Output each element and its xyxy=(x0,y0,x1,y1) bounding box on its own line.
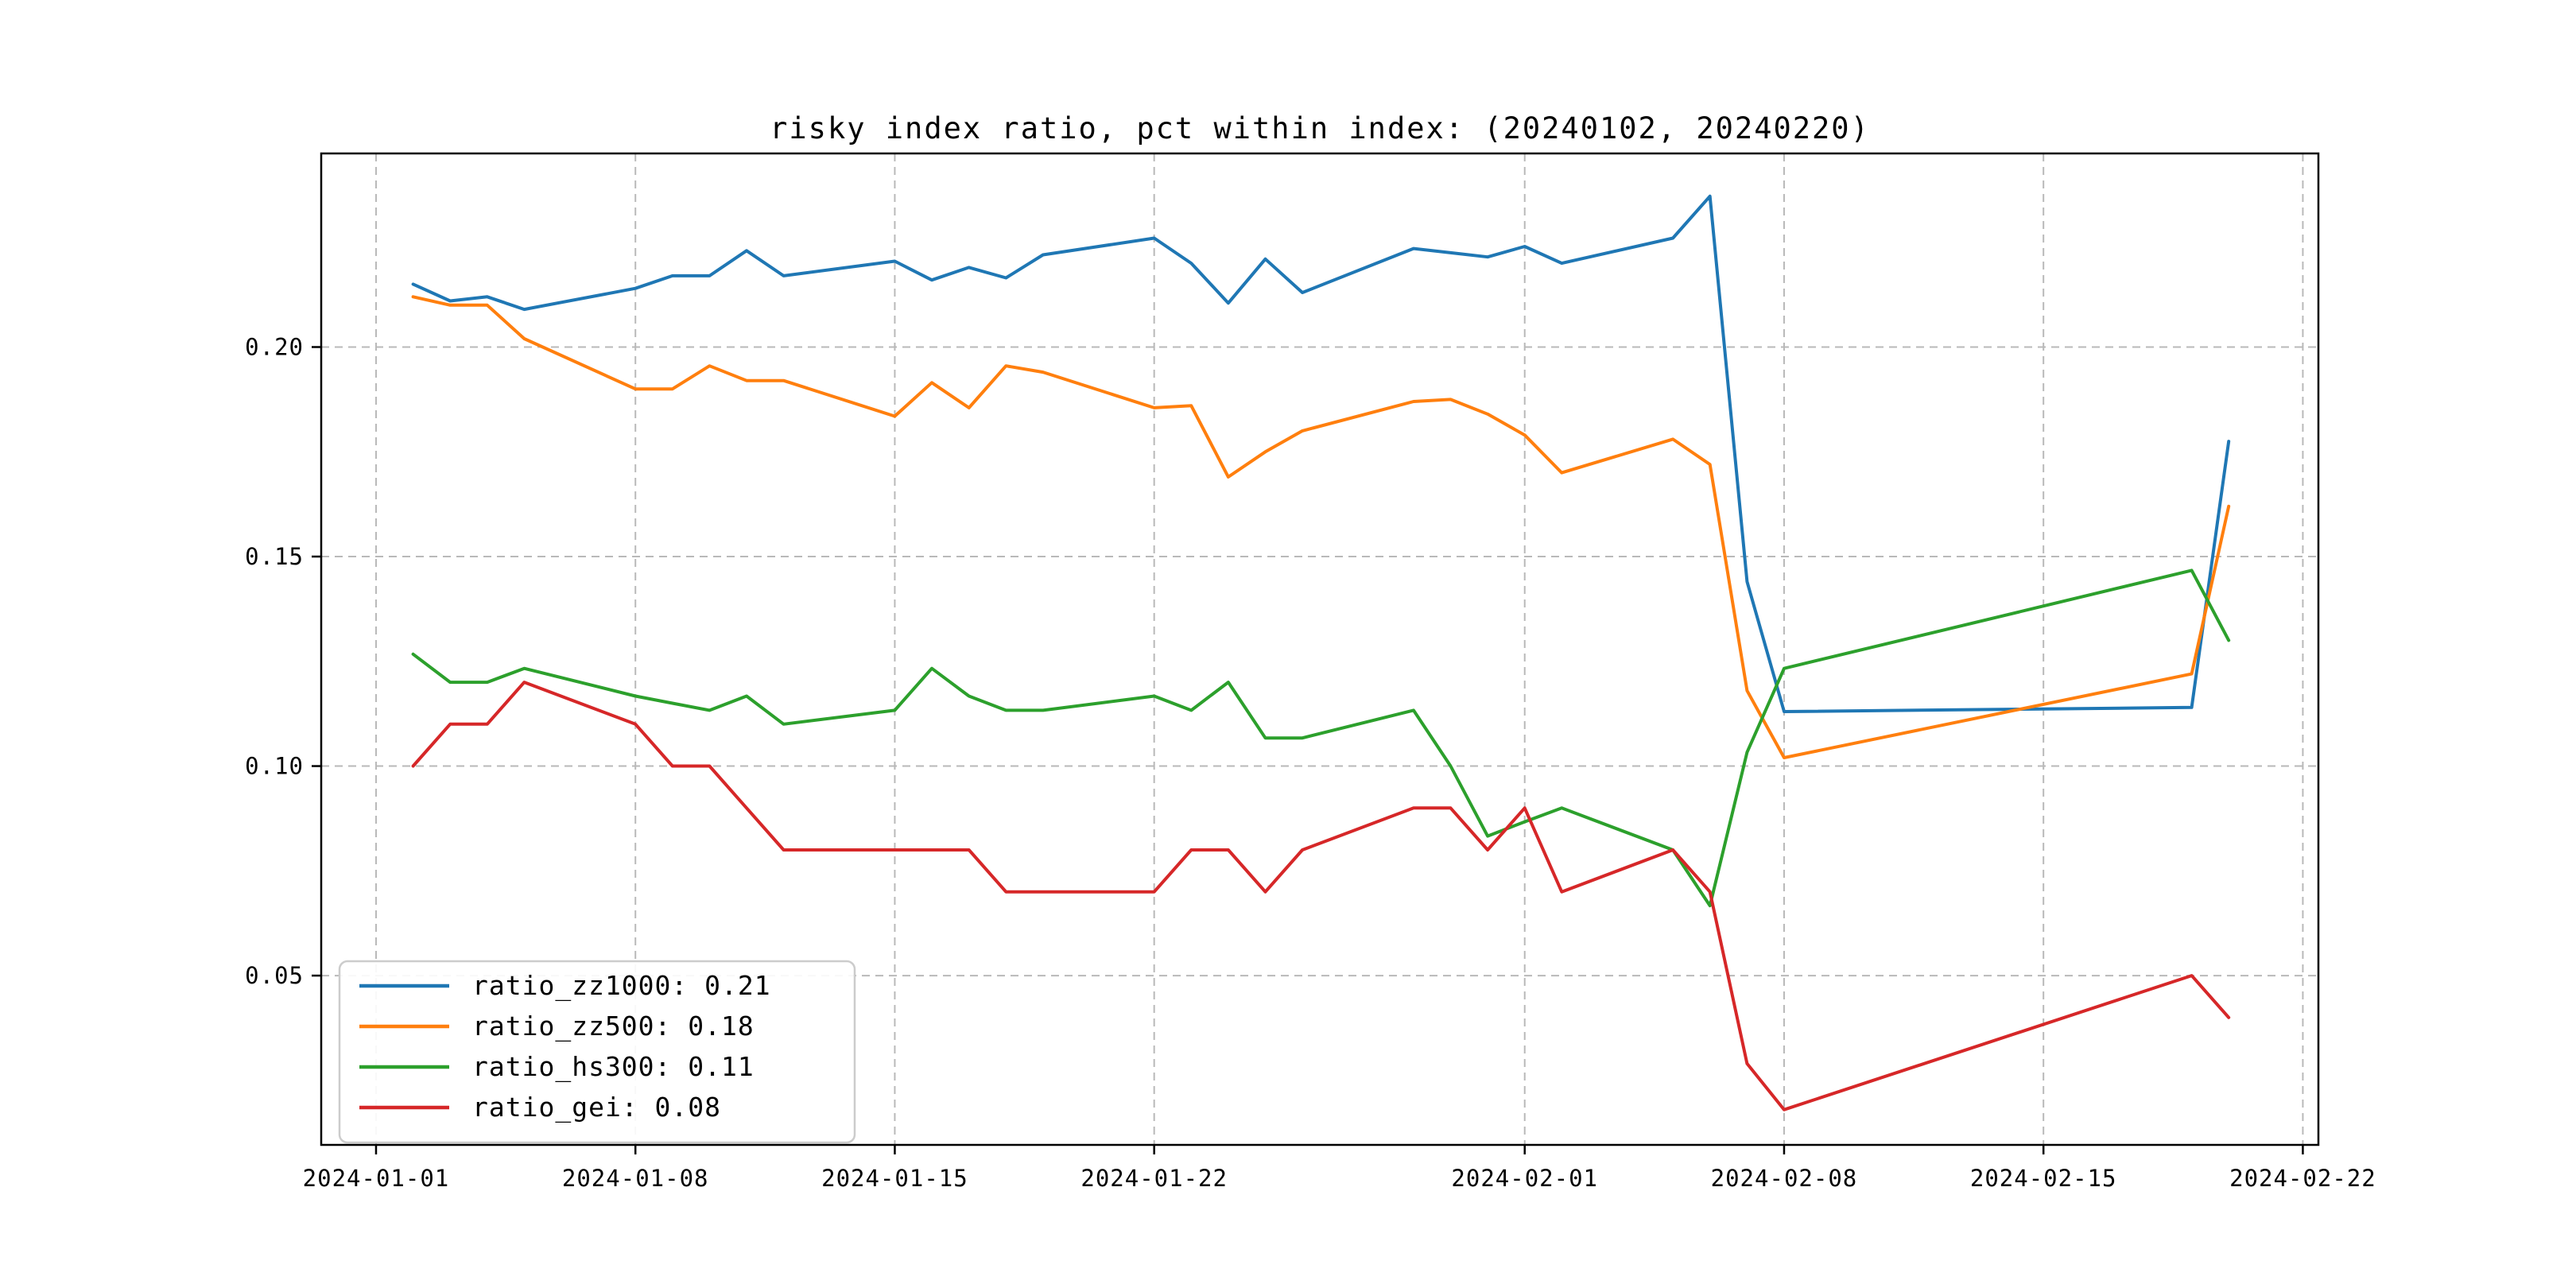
y-tick-label: 0.05 xyxy=(245,962,304,989)
legend-entry-label: ratio_hs300: 0.11 xyxy=(472,1051,755,1083)
legend-entry-label: ratio_gei: 0.08 xyxy=(472,1092,721,1123)
legend-entry-ratio_zz500: ratio_zz500: 0.18 xyxy=(359,1011,755,1042)
legend: ratio_zz1000: 0.21 ratio_zz500: 0.18 ratio… xyxy=(338,960,856,1144)
series-line-ratio_hs300 xyxy=(411,568,2231,908)
plot-area xyxy=(320,152,2320,1146)
series-line-ratio_gei xyxy=(411,681,2231,1111)
x-tick-label: 2024-02-15 xyxy=(1970,1165,2117,1192)
tick-layer: 2024-01-01 2024-01-08 2024-01-15 2024-01-22… xyxy=(245,333,2376,1192)
legend-entry-label: ratio_zz500: 0.18 xyxy=(472,1011,755,1042)
chart-title: risky index ratio, pct within index: (20… xyxy=(770,111,1870,145)
y-tick-label: 0.10 xyxy=(245,753,304,780)
x-tick-label: 2024-01-22 xyxy=(1080,1165,1228,1192)
y-tick-label: 0.20 xyxy=(245,333,304,360)
x-tick-label: 2024-02-22 xyxy=(2229,1165,2376,1192)
x-tick-label: 2024-01-08 xyxy=(562,1165,709,1192)
series-line-ratio_zz1000 xyxy=(411,194,2231,713)
x-tick-label: 2024-02-08 xyxy=(1711,1165,1858,1192)
legend-entry-label: ratio_zz1000: 0.21 xyxy=(472,970,771,1002)
y-tick-label: 0.15 xyxy=(245,543,304,570)
series-layer xyxy=(411,194,2231,1111)
legend-box xyxy=(338,960,856,1144)
legend-entry-ratio_zz1000: ratio_zz1000: 0.21 xyxy=(359,970,771,1002)
x-tick-label: 2024-02-01 xyxy=(1451,1165,1598,1192)
legend-entry-ratio_gei: ratio_gei: 0.08 xyxy=(359,1092,721,1123)
series-line-ratio_zz500 xyxy=(411,295,2231,759)
x-tick-label: 2024-01-01 xyxy=(303,1165,450,1192)
legend-entry-ratio_hs300: ratio_hs300: 0.11 xyxy=(359,1051,755,1083)
x-tick-label: 2024-01-15 xyxy=(821,1165,968,1192)
